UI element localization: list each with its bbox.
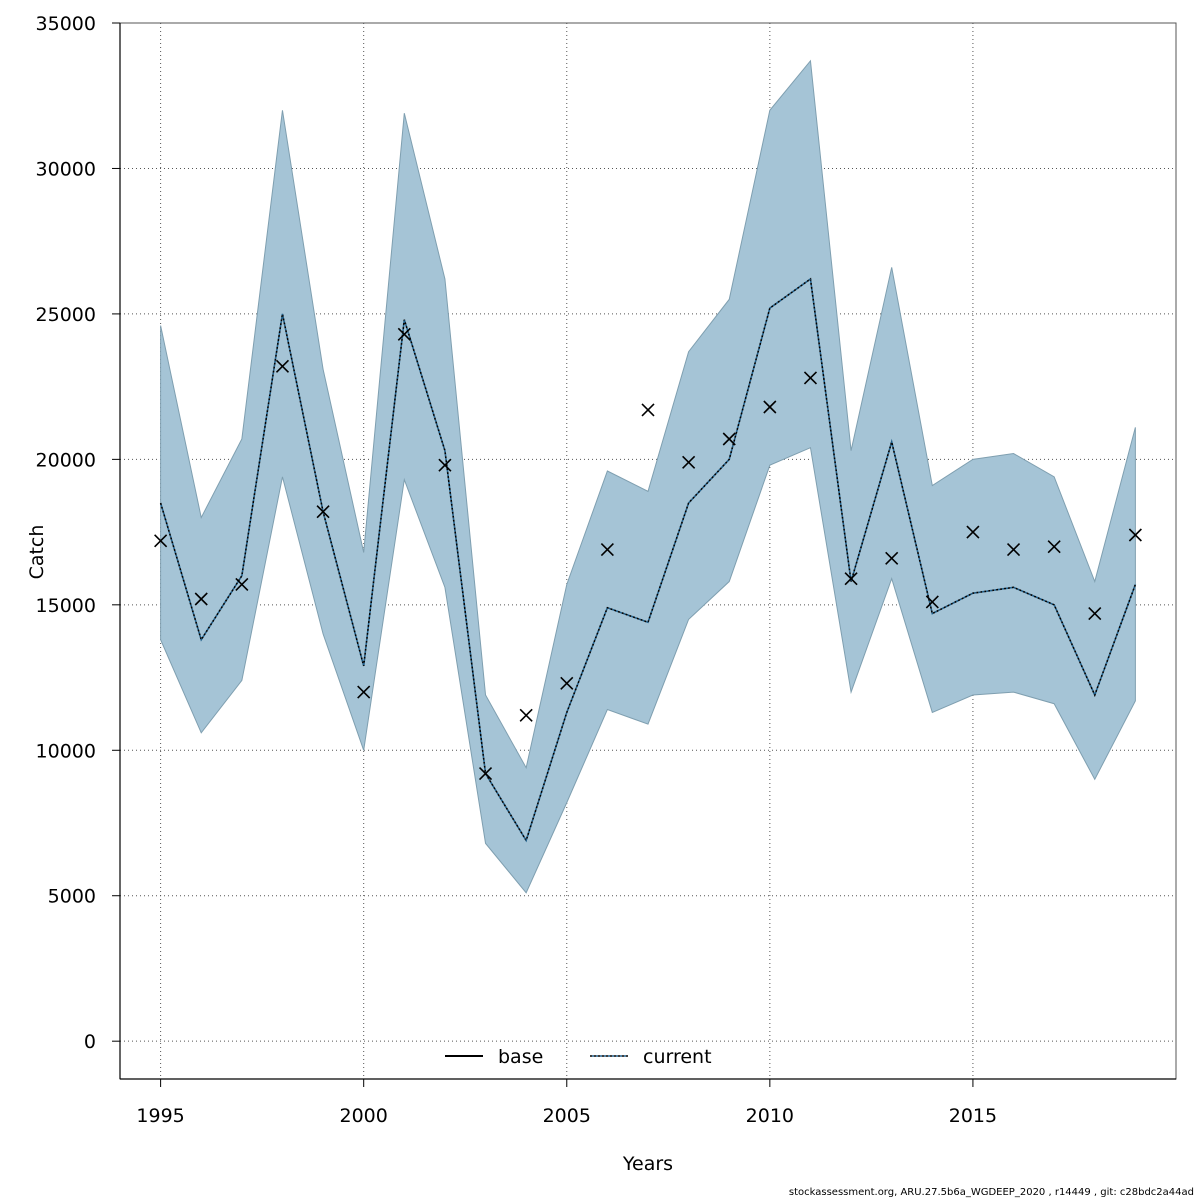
- observation-marker-stroke: [438, 458, 452, 472]
- x-tick-label: 2010: [746, 1105, 794, 1127]
- y-tick-label: 0: [84, 1031, 96, 1053]
- observation-marker-stroke: [1047, 540, 1061, 554]
- legend-label-current: current: [643, 1046, 712, 1068]
- observation-marker-stroke: [966, 525, 980, 539]
- observation-marker-stroke: [885, 551, 899, 565]
- observation-marker-stroke: [478, 766, 493, 781]
- observation-point: [1047, 540, 1061, 554]
- observation-marker-stroke: [275, 359, 290, 373]
- y-tick-label: 20000: [36, 449, 96, 471]
- observation-point: [803, 371, 818, 385]
- axes: 1995 2000 2005 2010 2015 0 5000 10000 15000 20000…: [36, 13, 1177, 1127]
- observation-marker-stroke: [1128, 528, 1142, 542]
- observation-point: [844, 572, 858, 586]
- observation-point: [966, 525, 980, 539]
- observation-marker-stroke: [235, 577, 249, 592]
- y-tick-label: 10000: [36, 740, 96, 762]
- observation-point: [194, 592, 208, 606]
- observation-point: [722, 432, 736, 446]
- observation-point: [397, 327, 411, 341]
- legend: base current: [445, 1046, 712, 1068]
- y-tick-label: 5000: [48, 886, 96, 908]
- observation-point: [316, 505, 330, 519]
- x-tick-label: 2000: [340, 1105, 388, 1127]
- observation-point: [600, 542, 614, 557]
- observation-marker-stroke: [682, 455, 696, 469]
- observation-point: [885, 551, 899, 565]
- observation-marker-stroke: [519, 708, 533, 722]
- x-tick-label: 1995: [136, 1105, 184, 1127]
- observation-point: [641, 403, 655, 417]
- y-tick-label: 30000: [36, 158, 96, 180]
- y-tick-label: 35000: [36, 13, 96, 35]
- observation-point: [519, 708, 533, 722]
- footer-caption: stockassessment.org, ARU.27.5b6a_WGDEEP_…: [788, 1187, 1194, 1198]
- observation-point: [275, 359, 290, 373]
- observation-marker-stroke: [600, 542, 614, 557]
- observation-marker-stroke: [844, 572, 858, 586]
- observation-marker-stroke: [641, 403, 655, 417]
- x-tick-label: 2015: [949, 1105, 997, 1127]
- observation-point: [1128, 528, 1142, 542]
- observation-point: [763, 400, 777, 414]
- observation-marker-stroke: [397, 327, 411, 341]
- observation-point: [1006, 542, 1021, 557]
- observation-point: [925, 595, 939, 609]
- x-tick-label: 2005: [543, 1105, 591, 1127]
- observation-point: [154, 534, 168, 548]
- observation-marker-stroke: [194, 592, 208, 606]
- observation-marker-stroke: [803, 371, 818, 385]
- observation-marker-stroke: [316, 505, 330, 519]
- y-tick-label: 15000: [36, 595, 96, 617]
- observation-markers-layer: [154, 327, 1142, 781]
- observation-marker-stroke: [560, 676, 574, 690]
- observation-marker-stroke: [357, 685, 371, 699]
- observation-point: [235, 577, 249, 592]
- observation-point: [357, 685, 371, 699]
- observation-marker-stroke: [925, 595, 939, 609]
- confidence-band-layer: [160, 59, 1136, 894]
- observation-point: [682, 455, 696, 469]
- y-tick-label: 25000: [36, 304, 96, 326]
- observation-point: [438, 458, 452, 472]
- y-axis-title: Catch: [26, 525, 48, 580]
- series-line-current-alt: [159, 277, 1137, 843]
- observation-marker-stroke: [722, 432, 736, 446]
- legend-label-base: base: [498, 1046, 543, 1068]
- observation-marker-stroke: [763, 400, 777, 414]
- confidence-band: [160, 59, 1136, 894]
- observation-point: [560, 676, 574, 690]
- observation-point: [478, 766, 493, 781]
- observation-marker-stroke: [1088, 606, 1102, 621]
- x-axis-title: Years: [622, 1153, 673, 1175]
- observation-point: [1088, 606, 1102, 621]
- observation-marker-stroke: [1006, 542, 1021, 557]
- observation-marker-stroke: [154, 534, 168, 548]
